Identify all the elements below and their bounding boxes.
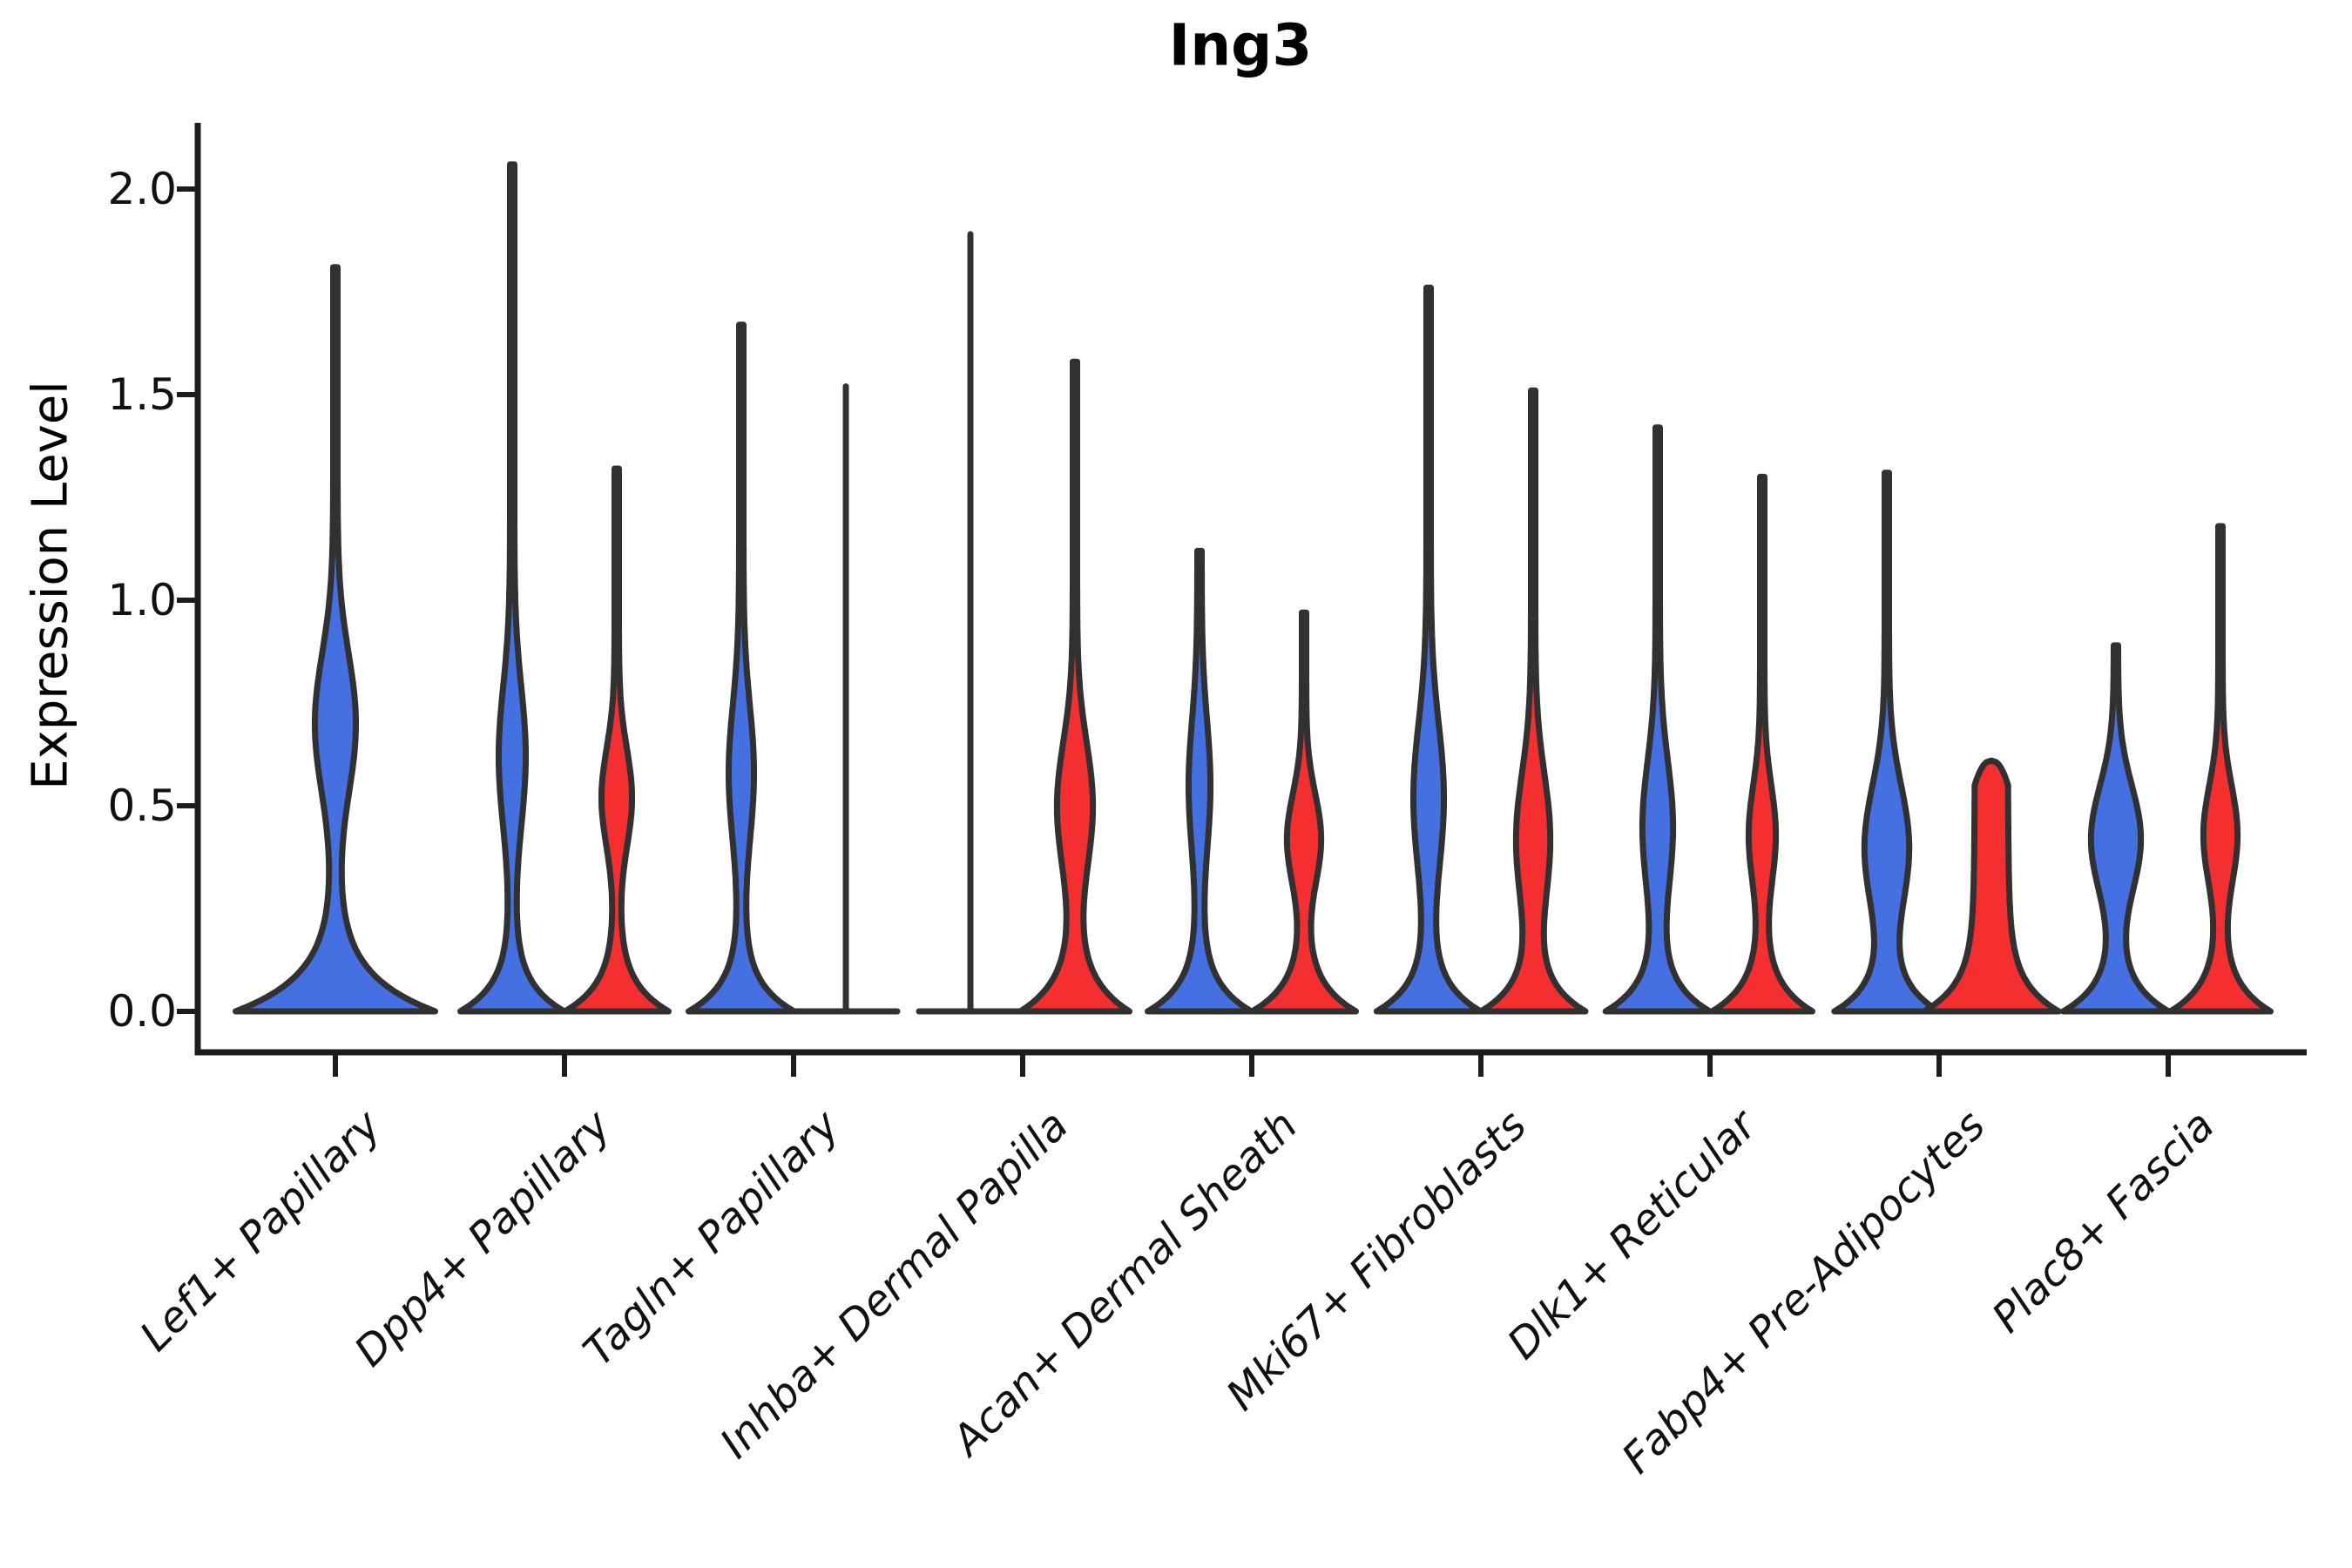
plot-title: Ing3 xyxy=(1168,11,1313,79)
violin-dpp4-papillary-red xyxy=(562,465,672,1015)
y-tick-label: 0.0 xyxy=(107,986,177,1037)
y-tick-label: 1.0 xyxy=(107,575,177,625)
violin-lef1-papillary-blue xyxy=(233,264,438,1015)
violin-dpp4-papillary-blue xyxy=(457,161,567,1015)
violin-fabp4-pre-adipocytes-red xyxy=(1921,757,2062,1015)
violin-mki67-fibroblasts-red xyxy=(1477,387,1589,1015)
violin-mki67-fibroblasts-blue xyxy=(1373,284,1484,1015)
violin-dlk1-reticular-red xyxy=(1709,473,1815,1015)
violin-plac8-fascia-red xyxy=(2167,523,2274,1015)
y-tick-label: 2.0 xyxy=(107,164,177,214)
y-tick-label: 0.5 xyxy=(107,781,177,831)
violin-plac8-fascia-blue xyxy=(2059,642,2173,1015)
violin-dlk1-reticular-blue xyxy=(1602,424,1713,1015)
violin-fabp4-pre-adipocytes-blue xyxy=(1831,470,1943,1015)
violin-inhba-dermal-papilla-red xyxy=(1017,358,1133,1015)
y-tick-label: 1.5 xyxy=(107,369,177,420)
violin-tagln-papillary-blue xyxy=(686,321,797,1015)
violin-acan-dermal-sheath-red xyxy=(1249,609,1359,1015)
violin-acan-dermal-sheath-blue xyxy=(1145,547,1254,1015)
